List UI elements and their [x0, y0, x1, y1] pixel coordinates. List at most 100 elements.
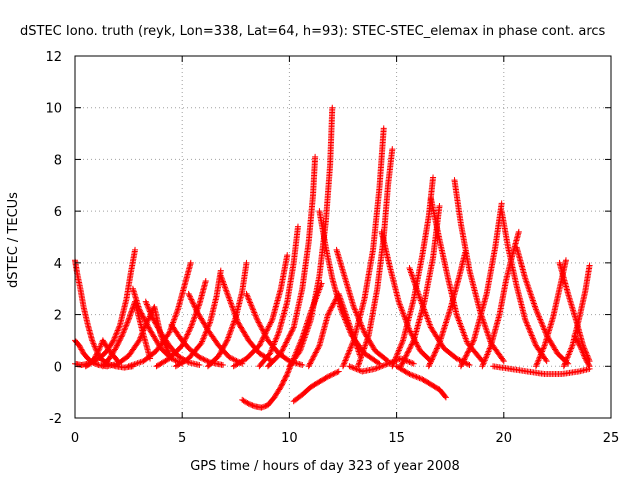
data-point — [89, 338, 96, 345]
data-point — [305, 363, 312, 370]
data-point — [190, 315, 197, 322]
data-point — [182, 335, 189, 342]
data-point — [225, 293, 232, 300]
data-point — [217, 349, 224, 356]
data-point — [113, 343, 120, 350]
data-point — [229, 322, 236, 329]
data-point — [281, 377, 288, 384]
data-point — [380, 125, 387, 132]
data-point — [149, 314, 156, 321]
data-point — [205, 322, 212, 329]
data-point — [188, 323, 195, 330]
data-point — [136, 359, 143, 366]
x-tick-label: 25 — [603, 431, 620, 446]
data-series — [153, 277, 209, 370]
data-series — [571, 332, 593, 370]
data-point — [300, 338, 307, 345]
data-point — [92, 352, 99, 359]
y-tick-label: 2 — [54, 309, 62, 324]
data-point — [482, 323, 489, 330]
data-point — [270, 341, 277, 348]
data-point — [294, 223, 301, 230]
data-point — [218, 274, 225, 281]
data-point — [206, 320, 213, 327]
data-point — [205, 323, 212, 330]
data-point — [280, 378, 287, 385]
data-point — [262, 403, 269, 410]
data-point — [272, 338, 279, 345]
data-point — [94, 350, 101, 357]
data-point — [522, 275, 529, 282]
data-point — [192, 304, 199, 311]
data-point — [193, 307, 200, 314]
data-point — [201, 332, 208, 339]
data-point — [216, 351, 223, 358]
data-point — [278, 348, 285, 355]
data-point — [204, 358, 211, 365]
data-point — [140, 326, 147, 333]
data-point — [226, 354, 233, 361]
data-point — [279, 381, 286, 388]
data-point — [202, 331, 209, 338]
data-point — [323, 374, 330, 381]
data-point — [116, 337, 123, 344]
data-series — [286, 104, 336, 370]
data-point — [154, 324, 161, 331]
data-point — [229, 355, 236, 362]
data-point — [268, 318, 275, 325]
data-point — [268, 347, 275, 354]
data-point — [330, 371, 337, 378]
data-point — [333, 369, 340, 376]
data-point — [139, 313, 146, 320]
data-point — [244, 293, 251, 300]
data-point — [93, 360, 100, 367]
data-point — [265, 324, 272, 331]
data-point — [258, 325, 265, 332]
data-point — [407, 269, 414, 276]
data-point — [522, 276, 529, 283]
data-point — [191, 314, 198, 321]
data-point — [217, 272, 224, 279]
data-point — [112, 333, 119, 340]
data-point — [302, 332, 309, 339]
data-point — [183, 332, 190, 339]
data-point — [531, 301, 538, 308]
data-point — [144, 322, 151, 329]
data-point — [94, 349, 101, 356]
data-point — [277, 350, 284, 357]
data-point — [136, 306, 143, 313]
data-point — [197, 354, 204, 361]
data-point — [221, 342, 228, 349]
data-point — [137, 334, 144, 341]
data-point — [282, 340, 289, 347]
data-point — [267, 350, 274, 357]
data-point — [524, 282, 531, 289]
data-point — [299, 340, 306, 347]
data-point — [138, 333, 145, 340]
data-point — [90, 341, 97, 348]
data-point — [190, 302, 197, 309]
data-point — [127, 362, 134, 369]
data-point — [173, 310, 180, 317]
data-point — [324, 373, 331, 380]
data-point — [186, 292, 193, 299]
data-point — [481, 322, 488, 329]
x-tick-label: 0 — [71, 431, 79, 446]
data-point — [528, 293, 535, 300]
y-axis-label: dSTEC / TECUs — [6, 192, 21, 288]
data-point — [244, 292, 251, 299]
data-point — [231, 317, 238, 324]
data-point — [92, 354, 99, 361]
data-point — [250, 306, 257, 313]
x-tick-label: 5 — [178, 431, 186, 446]
data-point — [115, 324, 122, 331]
data-point — [284, 369, 291, 376]
data-point — [185, 290, 192, 297]
data-point — [199, 337, 206, 344]
data-point — [266, 322, 273, 329]
data-point — [199, 355, 206, 362]
data-point — [139, 328, 146, 335]
data-point — [526, 287, 533, 294]
data-point — [227, 354, 234, 361]
data-point — [259, 327, 266, 334]
